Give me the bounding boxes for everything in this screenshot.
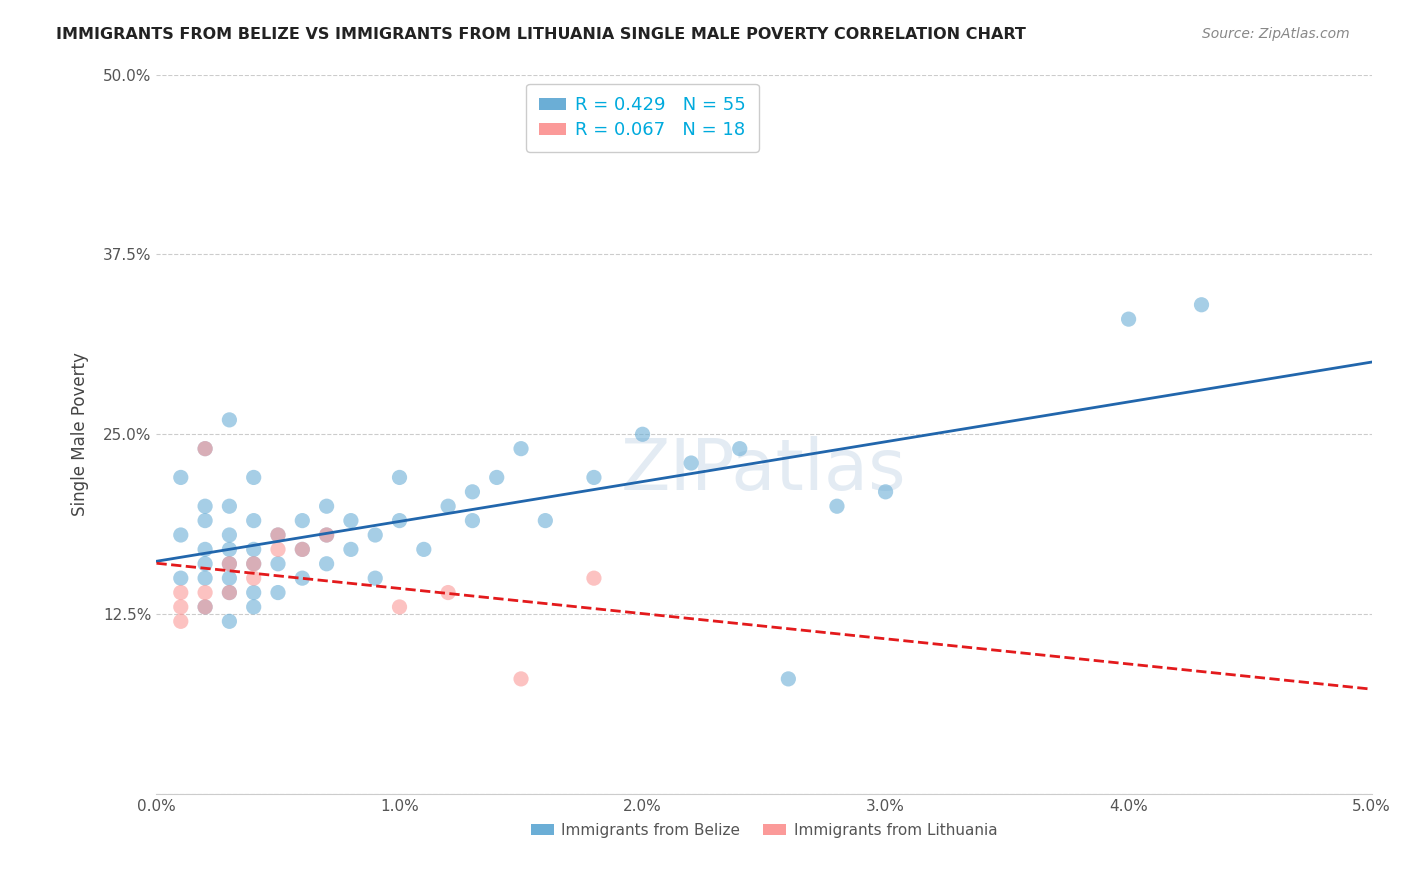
Point xyxy=(291,542,314,557)
Point xyxy=(825,500,848,514)
Point xyxy=(388,470,411,484)
Point xyxy=(194,442,217,456)
Point xyxy=(218,413,240,427)
Point xyxy=(291,514,314,528)
Point xyxy=(194,500,217,514)
Point xyxy=(267,542,290,557)
Point xyxy=(267,528,290,542)
Point xyxy=(194,557,217,571)
Point xyxy=(170,571,193,585)
Point xyxy=(388,599,411,614)
Point xyxy=(218,585,240,599)
Point xyxy=(1191,298,1213,312)
Point xyxy=(340,514,363,528)
Point xyxy=(461,484,484,499)
Point xyxy=(170,470,193,484)
Point xyxy=(194,585,217,599)
Point xyxy=(291,542,314,557)
Point xyxy=(681,456,703,470)
Point xyxy=(315,528,337,542)
Point xyxy=(388,514,411,528)
Point xyxy=(218,585,240,599)
Point xyxy=(218,615,240,629)
Point xyxy=(437,500,460,514)
Point xyxy=(194,571,217,585)
Point xyxy=(315,557,337,571)
Point xyxy=(194,542,217,557)
Point xyxy=(267,557,290,571)
Point xyxy=(242,571,264,585)
Point xyxy=(364,571,387,585)
Point xyxy=(340,542,363,557)
Point xyxy=(510,442,533,456)
Point xyxy=(242,599,264,614)
Point xyxy=(875,484,897,499)
Point xyxy=(1118,312,1140,326)
Point xyxy=(242,514,264,528)
Point xyxy=(364,528,387,542)
Point xyxy=(218,528,240,542)
Text: ZIPatlas: ZIPatlas xyxy=(621,435,907,505)
Point xyxy=(461,514,484,528)
Point xyxy=(170,599,193,614)
Point xyxy=(194,514,217,528)
Point xyxy=(315,500,337,514)
Point xyxy=(242,585,264,599)
Point xyxy=(170,585,193,599)
Point xyxy=(170,615,193,629)
Point xyxy=(218,500,240,514)
Legend: Immigrants from Belize, Immigrants from Lithuania: Immigrants from Belize, Immigrants from … xyxy=(524,817,1004,844)
Point xyxy=(242,542,264,557)
Point xyxy=(170,528,193,542)
Point xyxy=(267,585,290,599)
Point xyxy=(218,557,240,571)
Point xyxy=(778,672,800,686)
Point xyxy=(194,599,217,614)
Text: Source: ZipAtlas.com: Source: ZipAtlas.com xyxy=(1202,27,1350,41)
Y-axis label: Single Male Poverty: Single Male Poverty xyxy=(72,352,89,516)
Point xyxy=(267,528,290,542)
Point xyxy=(242,557,264,571)
Point xyxy=(242,557,264,571)
Point xyxy=(582,470,605,484)
Point xyxy=(534,514,557,528)
Point xyxy=(218,557,240,571)
Point xyxy=(194,442,217,456)
Point xyxy=(485,470,508,484)
Point xyxy=(510,672,533,686)
Point xyxy=(728,442,751,456)
Point xyxy=(218,571,240,585)
Point xyxy=(582,571,605,585)
Text: IMMIGRANTS FROM BELIZE VS IMMIGRANTS FROM LITHUANIA SINGLE MALE POVERTY CORRELAT: IMMIGRANTS FROM BELIZE VS IMMIGRANTS FRO… xyxy=(56,27,1026,42)
Point xyxy=(315,528,337,542)
Point xyxy=(437,585,460,599)
Point xyxy=(242,470,264,484)
Point xyxy=(291,571,314,585)
Point xyxy=(631,427,654,442)
Point xyxy=(412,542,434,557)
Point xyxy=(218,542,240,557)
Point xyxy=(194,599,217,614)
